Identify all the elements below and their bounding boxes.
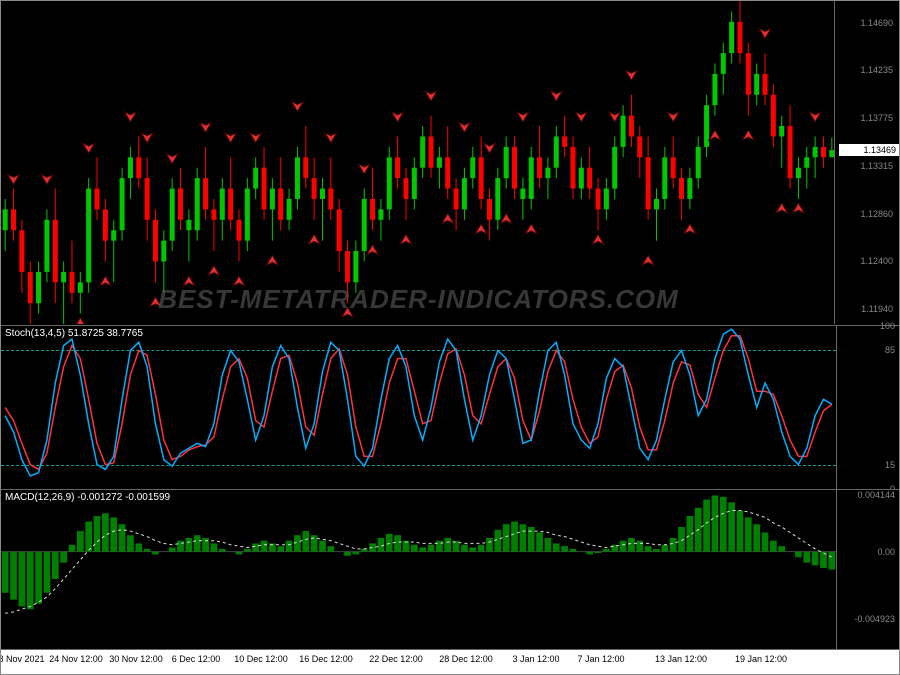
main-chart[interactable]: BEST-METATRADER-INDICATORS.COM xyxy=(1,1,836,324)
macd-axis: 0.0041440.00-0.004923 xyxy=(836,490,900,652)
stoch-axis: 10085150 xyxy=(836,326,900,489)
price-axis: 1.146901.142351.137751.133151.128601.124… xyxy=(834,1,899,324)
stoch-label: Stoch(13,4,5) 51.8725 38.7765 xyxy=(5,328,143,339)
time-axis: 18 Nov 202124 Nov 12:0030 Nov 12:006 Dec… xyxy=(1,649,900,674)
watermark: BEST-METATRADER-INDICATORS.COM xyxy=(1,284,836,315)
macd-panel[interactable]: MACD(12,26,9) -0.001272 -0.001599 0.0041… xyxy=(1,489,900,651)
chart-window: EURUSD,H4 1.13493 1.13590 1.13400 1.1346… xyxy=(0,0,900,675)
stoch-panel[interactable]: Stoch(13,4,5) 51.8725 38.7765 10085150 xyxy=(1,325,900,488)
macd-label: MACD(12,26,9) -0.001272 -0.001599 xyxy=(5,492,170,503)
